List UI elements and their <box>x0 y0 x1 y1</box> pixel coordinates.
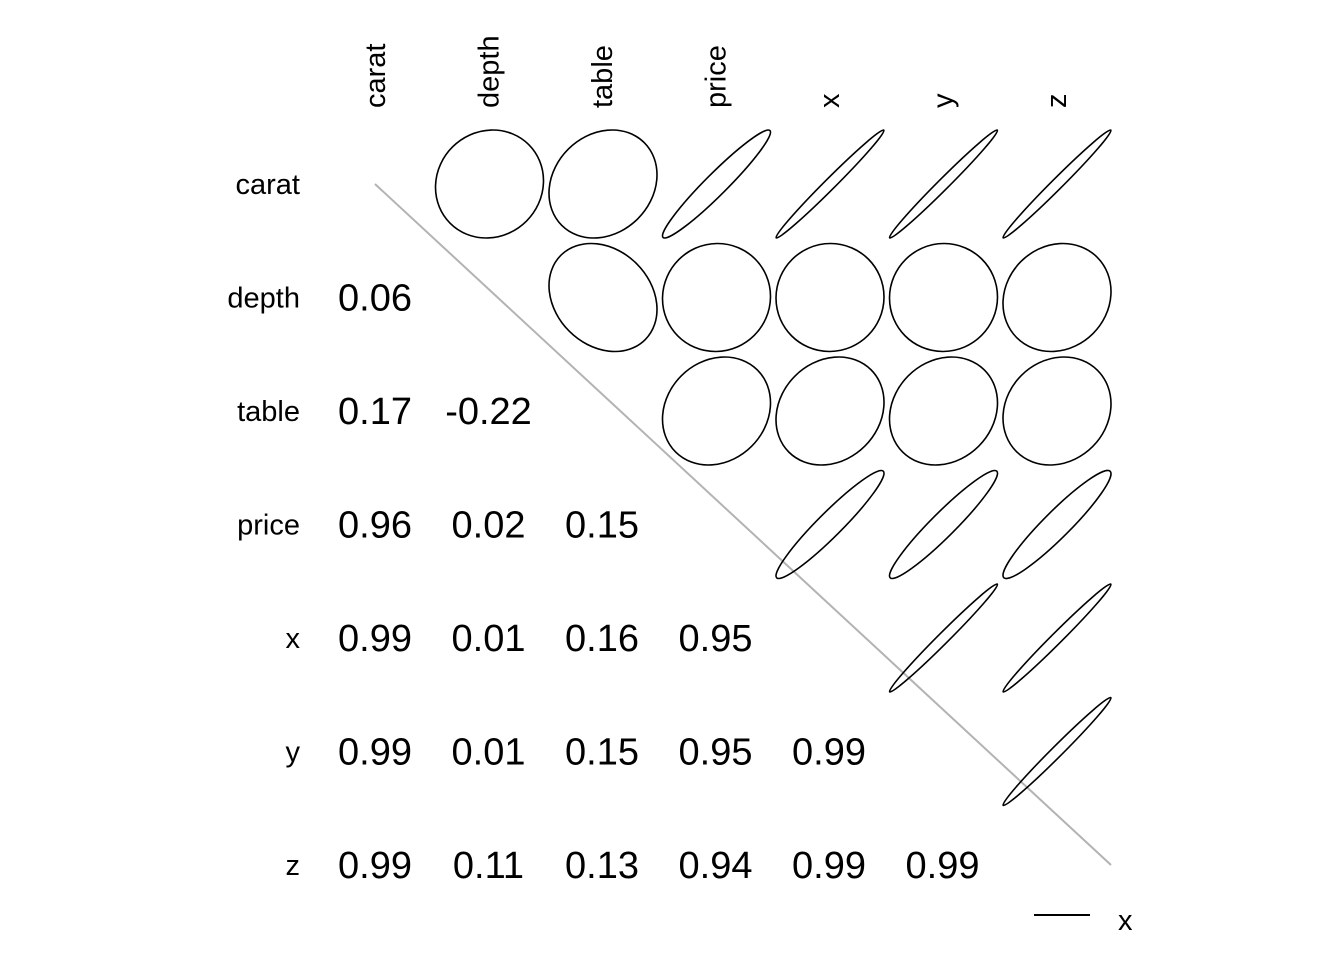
column-label-z: z <box>1041 94 1073 109</box>
ellipse-table-z <box>1002 356 1112 466</box>
value-z-depth: 0.11 <box>453 845 524 887</box>
column-label-y: y <box>928 93 960 108</box>
row-label-carat: carat <box>236 169 300 201</box>
ellipse-table-x <box>775 356 885 466</box>
row-label-price: price <box>237 510 300 542</box>
value-table-carat: 0.17 <box>338 391 412 433</box>
value-z-carat: 0.99 <box>338 845 412 887</box>
ellipse-x-z <box>1002 583 1112 693</box>
ellipse-depth-y <box>888 242 999 353</box>
ellipse-carat-depth <box>434 129 545 239</box>
row-labels: carat depth table price x y z <box>227 169 300 882</box>
ellipse-depth-x <box>775 242 885 353</box>
ellipse-depth-price <box>661 242 772 353</box>
ellipse-carat-z <box>1002 129 1112 239</box>
value-y-depth: 0.01 <box>452 732 526 774</box>
lower-triangle-values: 0.06 0.17 -0.22 0.96 0.02 0.15 0.99 0.01 0.16 0.9… <box>338 278 979 888</box>
value-z-y: 0.99 <box>906 845 980 887</box>
ellipse-table-price <box>661 356 772 466</box>
value-x-table: 0.16 <box>565 618 639 660</box>
column-label-depth: depth <box>474 35 506 108</box>
column-labels: carat depth table price x y z <box>360 35 1073 108</box>
row-label-depth: depth <box>227 283 300 315</box>
value-z-price: 0.94 <box>679 845 753 887</box>
value-y-price: 0.95 <box>679 732 753 774</box>
value-y-table: 0.15 <box>565 732 639 774</box>
legend: x <box>1034 905 1133 937</box>
ellipse-price-z <box>1002 469 1112 580</box>
value-price-depth: 0.02 <box>452 505 526 547</box>
ellipse-carat-y <box>888 129 999 239</box>
value-x-depth: 0.01 <box>452 618 526 660</box>
value-x-price: 0.95 <box>679 618 753 660</box>
diagonal-separator-line <box>374 183 1112 866</box>
column-label-carat: carat <box>360 44 392 108</box>
row-label-y: y <box>286 737 301 769</box>
ellipse-y-z <box>1002 696 1112 807</box>
ellipse-table-y <box>888 356 999 466</box>
value-depth-carat: 0.06 <box>338 278 412 320</box>
column-label-table: table <box>587 45 619 108</box>
ellipse-depth-table <box>548 242 658 353</box>
value-y-x: 0.99 <box>792 732 866 774</box>
ellipse-price-x <box>775 469 885 580</box>
column-label-price: price <box>701 45 733 108</box>
ellipse-depth-z <box>1002 242 1112 353</box>
value-x-carat: 0.99 <box>338 618 412 660</box>
value-z-table: 0.13 <box>565 845 639 887</box>
value-y-carat: 0.99 <box>338 732 412 774</box>
ellipse-x-y <box>888 583 999 693</box>
ellipse-carat-table <box>548 129 658 239</box>
value-table-depth: -0.22 <box>445 391 532 433</box>
upper-triangle-ellipses <box>434 129 1112 807</box>
row-label-table: table <box>237 396 300 428</box>
value-z-x: 0.99 <box>792 845 866 887</box>
value-price-carat: 0.96 <box>338 505 412 547</box>
legend-label: x <box>1118 905 1133 937</box>
ellipse-carat-price <box>661 129 772 239</box>
value-price-table: 0.15 <box>565 505 639 547</box>
ellipse-price-y <box>888 469 999 580</box>
row-label-z: z <box>286 850 301 882</box>
column-label-x: x <box>814 93 846 108</box>
row-label-x: x <box>286 623 301 655</box>
ellipse-carat-x <box>775 129 885 239</box>
